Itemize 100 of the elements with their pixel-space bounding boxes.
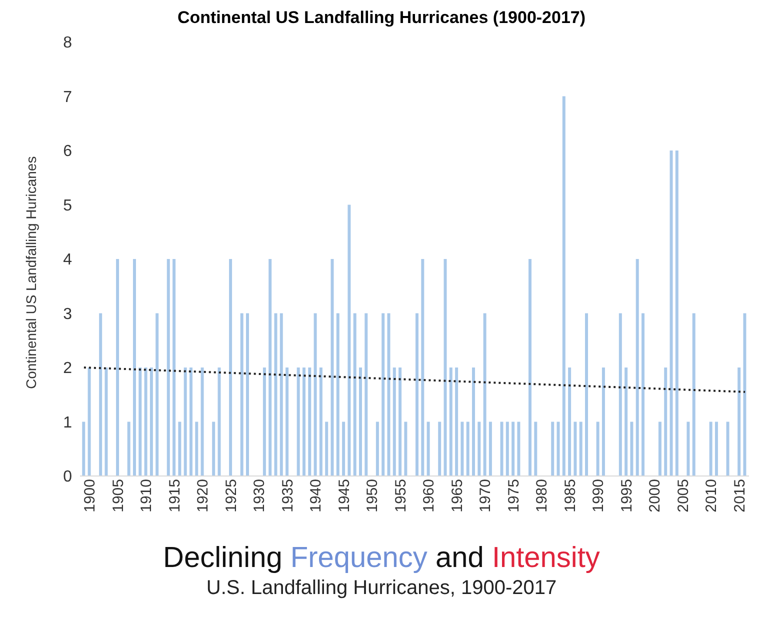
bar [195, 422, 198, 476]
bar [585, 313, 588, 476]
x-tick-label: 1970 [477, 479, 494, 512]
x-tick-label: 1965 [448, 479, 466, 512]
bar [642, 313, 645, 476]
x-tick-label: 1935 [279, 479, 296, 512]
x-tick-label: 2015 [731, 479, 748, 512]
y-tick-label: 3 [63, 306, 72, 323]
x-tick-label: 1900 [82, 479, 99, 512]
bar [200, 368, 204, 476]
bar [664, 368, 668, 476]
bar [138, 368, 142, 476]
x-tick-label: 1960 [420, 479, 438, 512]
bar [172, 259, 176, 476]
x-tick-label: 1980 [534, 479, 551, 512]
bar [144, 368, 148, 476]
bar [416, 313, 418, 476]
bar [551, 422, 554, 476]
bar [358, 368, 362, 476]
y-tick-label: 8 [63, 34, 72, 52]
bar [178, 422, 182, 476]
bar [274, 313, 278, 476]
bar [212, 422, 216, 476]
bar [426, 422, 430, 476]
x-tick-label: 1940 [308, 479, 325, 512]
bar [421, 259, 424, 476]
x-tick-label: 2010 [703, 479, 720, 512]
bar [636, 259, 639, 476]
bar [512, 422, 515, 476]
x-tick-label: 1920 [194, 479, 212, 512]
bar [364, 313, 368, 476]
bar [438, 422, 442, 476]
bar [184, 368, 187, 476]
bar [670, 150, 673, 476]
bar [166, 259, 170, 476]
bar [455, 368, 458, 476]
bar [460, 422, 464, 476]
bar [218, 368, 221, 476]
bar [325, 422, 328, 476]
bar [387, 313, 390, 476]
y-axis-title: Continental US Landfalling Huricanes [22, 156, 39, 389]
bar [342, 422, 346, 476]
bar [596, 422, 600, 476]
bar [726, 422, 730, 476]
x-tick-label: 1985 [562, 479, 579, 512]
bar [602, 368, 605, 476]
x-tick-label: 1950 [364, 479, 382, 512]
bar [286, 368, 289, 476]
bar [743, 313, 746, 476]
y-tick-label: 5 [63, 197, 72, 214]
bar [517, 422, 520, 476]
bar [280, 313, 283, 476]
x-tick-label: 2000 [646, 479, 664, 512]
bar [348, 204, 351, 476]
bar [624, 368, 628, 476]
bar [534, 422, 538, 476]
bar [472, 368, 476, 476]
bar [686, 422, 690, 476]
bar [738, 368, 741, 476]
bar [488, 422, 492, 476]
bar [319, 368, 322, 476]
bar [478, 422, 481, 476]
bar [314, 313, 317, 476]
bar [82, 422, 86, 476]
bar [556, 422, 560, 476]
bar [658, 422, 662, 476]
bar [630, 422, 634, 476]
x-tick-label: 1925 [222, 479, 240, 512]
bar [483, 313, 486, 476]
bar [246, 313, 249, 476]
bar [189, 368, 192, 476]
text: Declining Frequency and Intensity [163, 542, 600, 574]
y-tick-label: 7 [63, 88, 72, 106]
x-tick-label: 1975 [505, 479, 522, 512]
bar [449, 368, 452, 476]
x-tick-label: 1995 [618, 479, 636, 512]
bar [376, 422, 379, 476]
bar [99, 313, 102, 476]
bar [692, 313, 696, 476]
x-tick-label: 1955 [392, 479, 410, 512]
bar [466, 422, 470, 476]
bar [709, 422, 712, 476]
bar [336, 313, 340, 476]
x-tick-label: 1910 [138, 479, 156, 512]
bar [562, 96, 566, 476]
x-tick-label: 1990 [590, 479, 608, 512]
x-tick-label: 2005 [674, 479, 692, 512]
bar [116, 259, 120, 476]
bar [506, 422, 509, 476]
bar [500, 422, 504, 476]
bar [127, 422, 130, 476]
bar [156, 313, 159, 476]
bar [528, 259, 532, 476]
bar [404, 422, 408, 476]
y-tick-label: 6 [63, 143, 72, 160]
bar [104, 368, 108, 476]
bar [88, 368, 91, 476]
y-tick-label: 2 [63, 360, 72, 378]
bar [568, 368, 572, 476]
bar [574, 422, 577, 476]
